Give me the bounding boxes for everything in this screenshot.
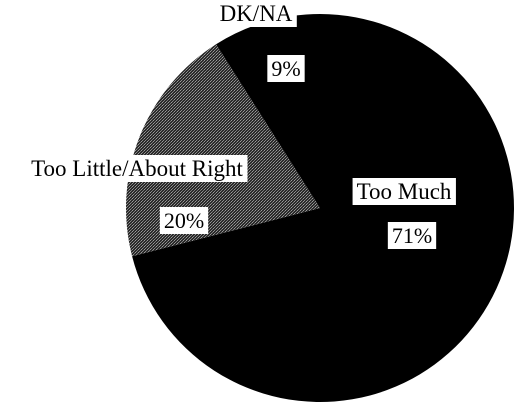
value-too-little-about-right: 20% xyxy=(164,208,204,233)
label-dk-na-group: DK/NA xyxy=(215,0,297,27)
pie-slices xyxy=(125,14,515,402)
value-too-much-box xyxy=(387,222,437,249)
label-dk-na: DK/NA xyxy=(220,1,293,26)
slice-too-little-about-right xyxy=(125,44,321,257)
label-dk-na-box xyxy=(215,0,297,27)
value-too-much: 71% xyxy=(392,223,432,248)
label-too-little-about-right: Too Little/About Right xyxy=(31,156,243,181)
value-too-little-about-right-box xyxy=(159,207,209,234)
label-too-much-box xyxy=(352,178,456,205)
label-too-much-group: Too Much xyxy=(352,178,456,205)
value-too-little-about-right-group: 20% xyxy=(159,207,209,234)
value-dk-na-group: 9% xyxy=(267,55,305,82)
pie-labels: Too Much 71% Too Little/About Right 20% DK/N… xyxy=(27,0,456,249)
value-too-much-group: 71% xyxy=(387,222,437,249)
slice-too-much xyxy=(132,14,515,402)
label-too-little-about-right-box xyxy=(27,155,248,182)
value-dk-na: 9% xyxy=(271,56,300,81)
value-dk-na-box xyxy=(267,55,305,82)
label-too-much: Too Much xyxy=(357,179,452,204)
label-too-little-about-right-group: Too Little/About Right xyxy=(27,155,248,182)
